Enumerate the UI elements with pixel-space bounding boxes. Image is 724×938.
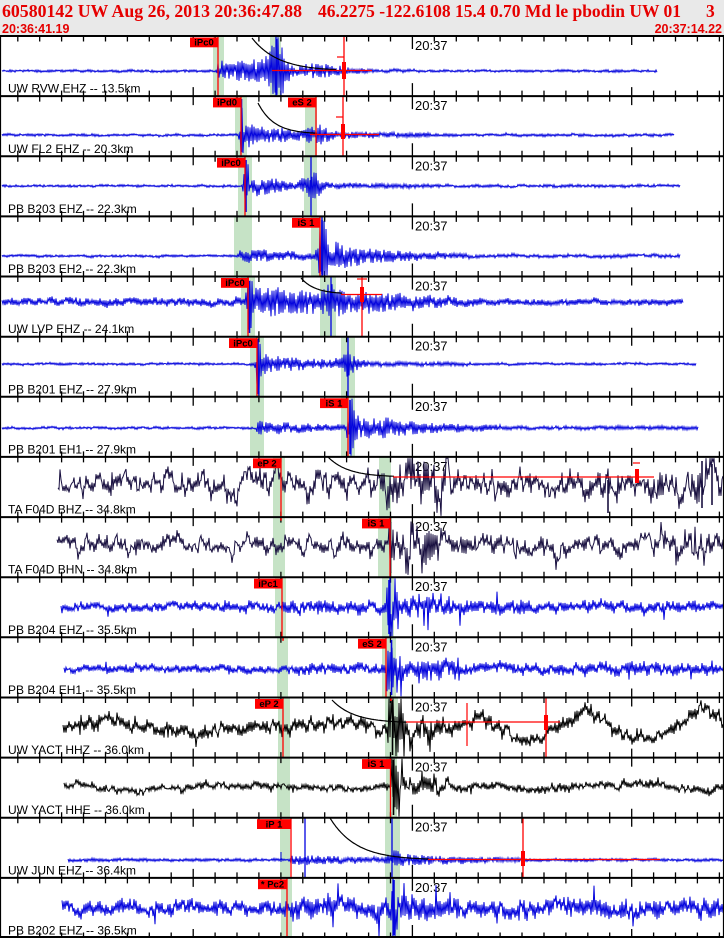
svg-text:20:37: 20:37 xyxy=(415,38,448,53)
svg-text:UW RVW EHZ -- 13.5km: UW RVW EHZ -- 13.5km xyxy=(8,82,140,96)
svg-text:iPd0: iPd0 xyxy=(217,98,237,109)
svg-text:20:37: 20:37 xyxy=(415,98,448,113)
svg-text:eP 2: eP 2 xyxy=(257,459,276,470)
svg-text:PB B201 EHZ -- 27.9km: PB B201 EHZ -- 27.9km xyxy=(8,382,137,396)
svg-text:UW YACT HHE -- 36.0km: UW YACT HHE -- 36.0km xyxy=(8,803,145,817)
svg-text:TA F04D BHN -- 34.8km: TA F04D BHN -- 34.8km xyxy=(8,563,137,577)
svg-text:iPc0: iPc0 xyxy=(194,38,214,49)
svg-text:PB B204 EH1 -- 35.5km: PB B204 EH1 -- 35.5km xyxy=(8,683,136,697)
svg-text:PB B202 EHZ -- 36.5km: PB B202 EHZ -- 36.5km xyxy=(8,924,137,938)
svg-text:iS 1: iS 1 xyxy=(368,759,386,770)
svg-text:PB B203 EH2 -- 22.3km: PB B203 EH2 -- 22.3km xyxy=(8,262,136,276)
svg-text:* Pc2: * Pc2 xyxy=(261,880,284,891)
svg-text:20:37: 20:37 xyxy=(415,880,448,895)
svg-text:20:37: 20:37 xyxy=(415,459,448,474)
svg-text:UW LVP EHZ -- 24.1km: UW LVP EHZ -- 24.1km xyxy=(8,322,134,336)
svg-text:PB B204 EHZ -- 35.5km: PB B204 EHZ -- 35.5km xyxy=(8,623,137,637)
svg-text:iPc0: iPc0 xyxy=(225,278,245,289)
svg-text:20:37: 20:37 xyxy=(415,218,448,233)
svg-text:20:37: 20:37 xyxy=(415,820,448,835)
svg-text:iPc0: iPc0 xyxy=(221,158,241,169)
svg-text:20:37:14.22: 20:37:14.22 xyxy=(655,22,722,36)
svg-text:20:37: 20:37 xyxy=(415,700,448,715)
svg-text:20:37: 20:37 xyxy=(415,760,448,775)
svg-text:iPc1: iPc1 xyxy=(258,579,278,590)
svg-text:PB B203 EHZ -- 22.3km: PB B203 EHZ -- 22.3km xyxy=(8,202,137,216)
svg-text:UW YACT HHZ -- 36.0km: UW YACT HHZ -- 36.0km xyxy=(8,743,144,757)
svg-text:iS 1: iS 1 xyxy=(326,398,344,409)
svg-text:iPc0: iPc0 xyxy=(233,338,253,349)
svg-text:iS 1: iS 1 xyxy=(368,519,386,530)
svg-text:iP 1: iP 1 xyxy=(266,819,283,830)
svg-text:eS 2: eS 2 xyxy=(292,98,312,109)
svg-text:20:37: 20:37 xyxy=(415,158,448,173)
svg-text:PB B201 EH1 -- 27.9km: PB B201 EH1 -- 27.9km xyxy=(8,442,136,456)
svg-text:20:37: 20:37 xyxy=(415,339,448,354)
svg-text:UW FL2 EHZ -- 20.3km: UW FL2 EHZ -- 20.3km xyxy=(8,142,133,156)
svg-text:20:37: 20:37 xyxy=(415,399,448,414)
svg-text:TA F04D BHZ -- 34.8km: TA F04D BHZ -- 34.8km xyxy=(8,503,136,517)
svg-text:20:37: 20:37 xyxy=(415,579,448,594)
svg-text:20:37: 20:37 xyxy=(415,519,448,534)
svg-text:20:37: 20:37 xyxy=(415,279,448,294)
svg-text:60580142 UW Aug 26, 2013 20:36: 60580142 UW Aug 26, 2013 20:36:47.88 46.2… xyxy=(2,1,715,21)
svg-text:20:37: 20:37 xyxy=(415,639,448,654)
svg-text:eS 2: eS 2 xyxy=(362,639,382,650)
svg-text:iS 1: iS 1 xyxy=(298,218,316,229)
svg-text:eP 2: eP 2 xyxy=(259,699,278,710)
svg-text:20:36:41.19: 20:36:41.19 xyxy=(2,22,69,36)
svg-text:UW JUN EHZ -- 36.4km: UW JUN EHZ -- 36.4km xyxy=(8,863,136,877)
